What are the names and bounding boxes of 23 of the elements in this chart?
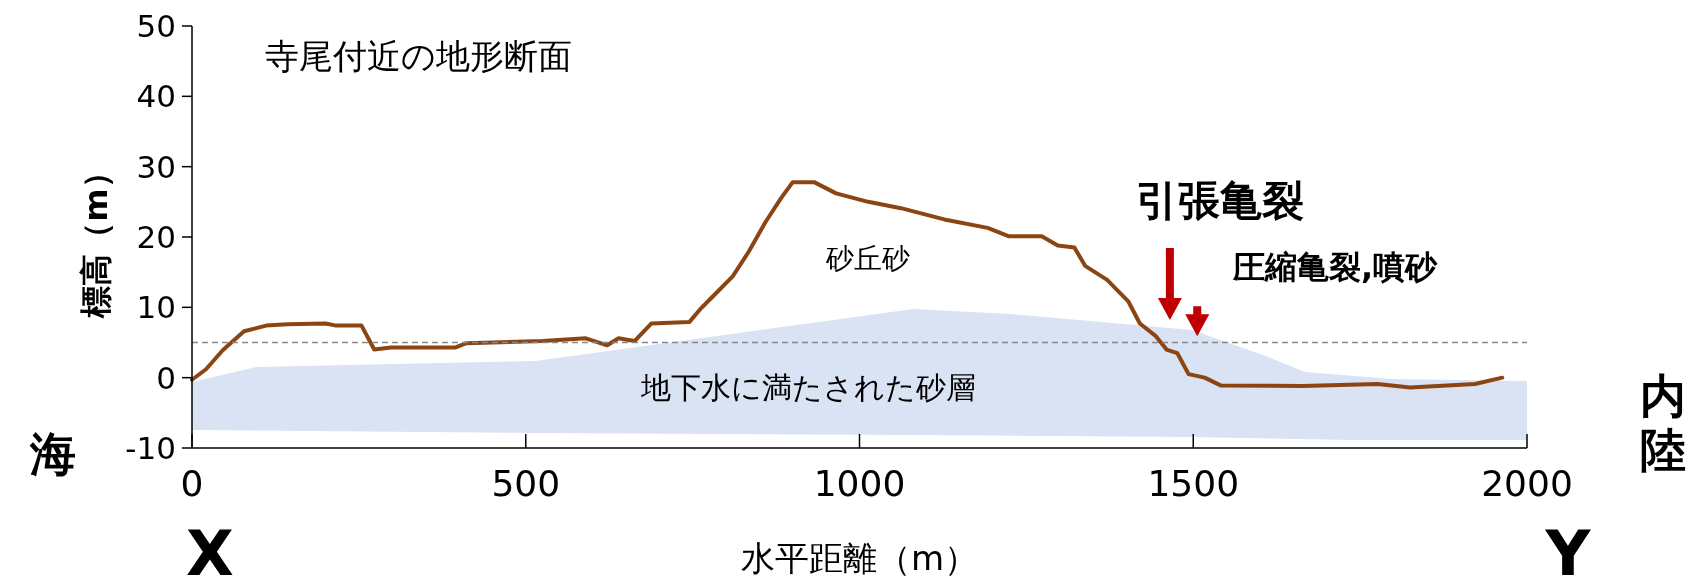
y-tick-label: -10 (125, 430, 176, 466)
annotation: 圧縮亀裂,噴砂 (1231, 248, 1439, 286)
y-axis-title: 標高（m） (77, 156, 115, 319)
x-axis-title: 水平距離（m） (740, 538, 979, 576)
text: 海 (29, 427, 76, 481)
x-tick-label: 0 (180, 463, 204, 504)
annotation: 引張亀裂 (1136, 176, 1304, 225)
chart-title: 寺尾付近の地形断面 (265, 36, 572, 76)
y-tick-label: 20 (136, 219, 176, 255)
text: 内陸 (1640, 369, 1686, 477)
x-tick-label: 1000 (813, 463, 906, 504)
x-tick-label: 2000 (1481, 463, 1573, 504)
text: X (186, 517, 234, 576)
x-tick-label: 500 (491, 463, 561, 504)
y-tick-label: 10 (136, 289, 176, 326)
y-tick-label: 50 (136, 8, 176, 44)
annotation: 砂丘砂 (825, 242, 910, 275)
annotation: 地下水に満たされた砂層 (639, 370, 976, 405)
y-tick-label: 0 (156, 359, 176, 396)
x-tick-label: 1500 (1147, 463, 1240, 504)
y-tick-label: 30 (136, 148, 176, 185)
text: Y (1544, 517, 1592, 576)
y-tick-label: 40 (136, 78, 176, 115)
